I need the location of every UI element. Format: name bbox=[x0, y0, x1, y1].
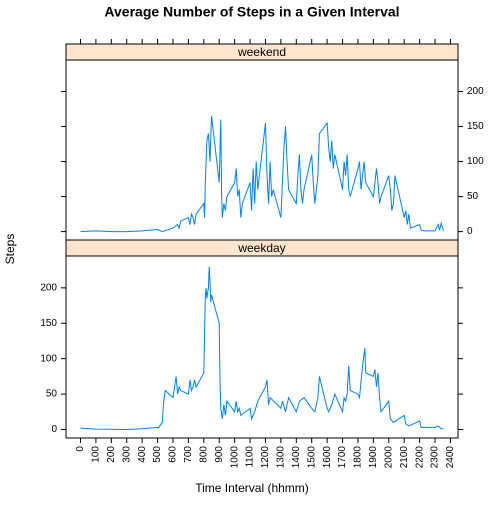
strip-label: weekend bbox=[237, 45, 286, 59]
chart-title: Average Number of Steps in a Given Inter… bbox=[104, 4, 399, 20]
y-tick-label: 200 bbox=[467, 86, 484, 97]
x-tick-label: 700 bbox=[183, 446, 194, 463]
x-tick-label: 1600 bbox=[322, 446, 333, 469]
line bbox=[80, 266, 444, 431]
x-tick-label: 1700 bbox=[337, 446, 348, 469]
x-tick-label: 900 bbox=[214, 446, 225, 463]
x-tick-label: 1900 bbox=[368, 446, 379, 469]
x-tick-label: 500 bbox=[152, 446, 163, 463]
x-tick-label: 2300 bbox=[430, 446, 441, 469]
panel bbox=[65, 255, 459, 439]
x-tick-label: 400 bbox=[137, 446, 148, 463]
x-tick-label: 1800 bbox=[353, 446, 364, 469]
x-tick-label: 200 bbox=[106, 446, 117, 463]
x-tick-label: 2200 bbox=[414, 446, 425, 469]
y-tick-label: 200 bbox=[40, 283, 57, 294]
x-tick-label: 1100 bbox=[245, 446, 256, 468]
line bbox=[80, 115, 444, 233]
x-tick-label: 1200 bbox=[260, 446, 271, 469]
x-tick-label: 300 bbox=[121, 446, 132, 463]
x-tick-label: 1300 bbox=[276, 446, 287, 469]
x-tick-label: 2100 bbox=[399, 446, 410, 469]
x-tick-label: 600 bbox=[168, 446, 179, 463]
x-tick-label: 0 bbox=[75, 446, 86, 452]
x-tick-label: 800 bbox=[198, 446, 209, 463]
y-tick-label: 150 bbox=[40, 318, 57, 329]
y-tick-label: 150 bbox=[467, 121, 484, 132]
x-tick-label: 1500 bbox=[306, 446, 317, 469]
y-tick-label: 50 bbox=[467, 191, 479, 202]
x-tick-label: 2000 bbox=[383, 446, 394, 469]
y-tick-label: 50 bbox=[46, 389, 58, 400]
y-tick-label: 100 bbox=[40, 353, 57, 364]
x-tick-label: 1400 bbox=[291, 446, 302, 469]
y-tick-label: 100 bbox=[467, 156, 484, 167]
y-axis-label: Steps bbox=[3, 234, 17, 265]
y-tick-label: 0 bbox=[467, 226, 473, 237]
x-tick-label: 1000 bbox=[229, 446, 240, 469]
x-axis-label: Time Interval (hhmm) bbox=[195, 481, 309, 495]
y-tick-label: 0 bbox=[51, 424, 57, 435]
x-tick-label: 100 bbox=[91, 446, 102, 463]
strip-label: weekday bbox=[237, 241, 285, 255]
x-tick-label: 2400 bbox=[445, 446, 456, 469]
